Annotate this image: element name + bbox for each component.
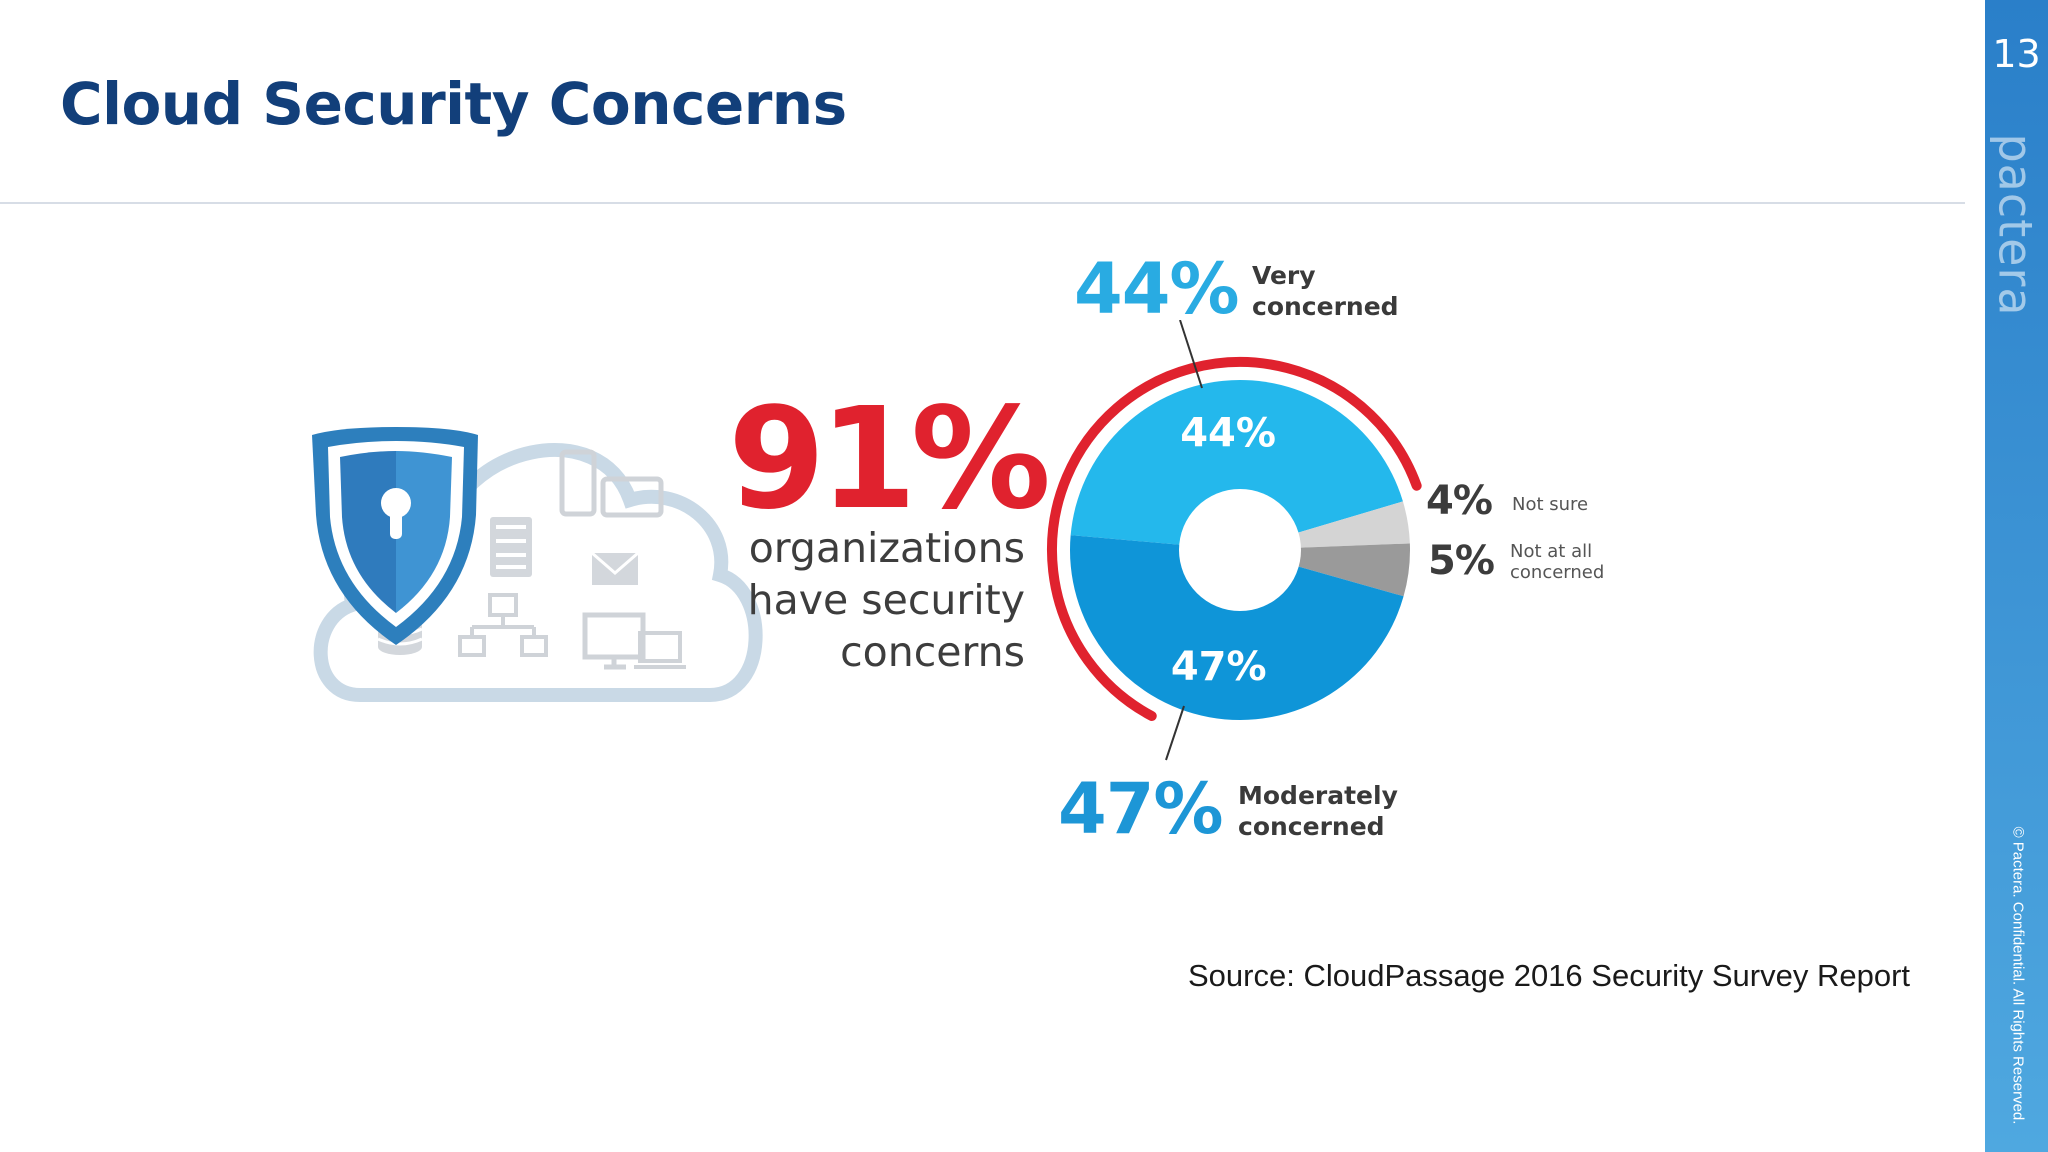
callout-notatall-line-2: concerned — [1510, 562, 1605, 583]
leader-line-very — [1179, 320, 1203, 389]
desktop-icon — [582, 612, 646, 670]
callout-very-label: Very concerned — [1252, 260, 1399, 322]
confidential-notice: © Pactera. Confidential. All Rights Rese… — [1998, 810, 2038, 1140]
laptop-icon — [634, 631, 686, 669]
callout-notatall-line-1: Not at all — [1510, 541, 1593, 562]
headline-line-3: concerns — [840, 628, 1025, 676]
slide-title: Cloud Security Concerns — [60, 70, 847, 138]
callout-very-line-1: Very — [1252, 261, 1316, 290]
donut-hole — [1179, 489, 1301, 611]
email-icon — [591, 551, 639, 585]
callout-notsure-label: Not sure — [1512, 494, 1588, 515]
brand-sidebar — [1985, 0, 2048, 1152]
callout-moderate-line-1: Moderately — [1238, 781, 1398, 810]
headline-percent: 91% — [728, 378, 1051, 541]
highlight-ring — [1047, 357, 1422, 721]
brand-logo-text: pactera — [1989, 133, 2043, 317]
shield-lock-icon — [312, 427, 478, 645]
cloud-illustration — [312, 427, 763, 702]
donut-slice-label: 44% — [1180, 411, 1276, 457]
page-number: 13 — [1992, 32, 2041, 76]
cloud-icon — [313, 443, 763, 702]
mobile-icon — [559, 449, 597, 517]
tablet-icon — [600, 476, 664, 518]
callout-very-percent: 44% — [1074, 248, 1240, 330]
title-divider — [0, 202, 1965, 204]
leader-line-moderate — [1165, 705, 1185, 761]
headline-caption: organizations have security concerns — [690, 522, 1025, 678]
callout-notsure-line-1: Not sure — [1512, 494, 1589, 515]
network-icon — [458, 593, 548, 657]
callout-notatall-percent: 5% — [1428, 538, 1495, 584]
callout-very-line-2: concerned — [1252, 292, 1399, 321]
donut-slice-label: 47% — [1171, 644, 1267, 690]
callout-moderate-percent: 47% — [1058, 768, 1224, 850]
donut-slice-very-concerned — [1070, 380, 1403, 550]
headline-line-2: have security — [747, 576, 1025, 624]
brand-logo: pactera — [1989, 133, 2043, 316]
callout-notsure-percent: 4% — [1426, 478, 1493, 524]
concern-donut-chart: 44% 47% — [1047, 357, 1422, 721]
donut-slice-moderately-concerned — [1070, 535, 1404, 720]
callout-notatall-label: Not at all concerned — [1510, 541, 1604, 583]
confidential-text: © Pactera. Confidential. All Rights Rese… — [2009, 826, 2027, 1124]
leader-lines — [1165, 320, 1203, 761]
server-icon — [490, 517, 532, 577]
callout-moderate-line-2: concerned — [1238, 812, 1385, 841]
callout-moderate-label: Moderately concerned — [1238, 780, 1398, 842]
source-citation: Source: CloudPassage 2016 Security Surve… — [1188, 958, 1911, 993]
headline-line-1: organizations — [748, 524, 1025, 572]
